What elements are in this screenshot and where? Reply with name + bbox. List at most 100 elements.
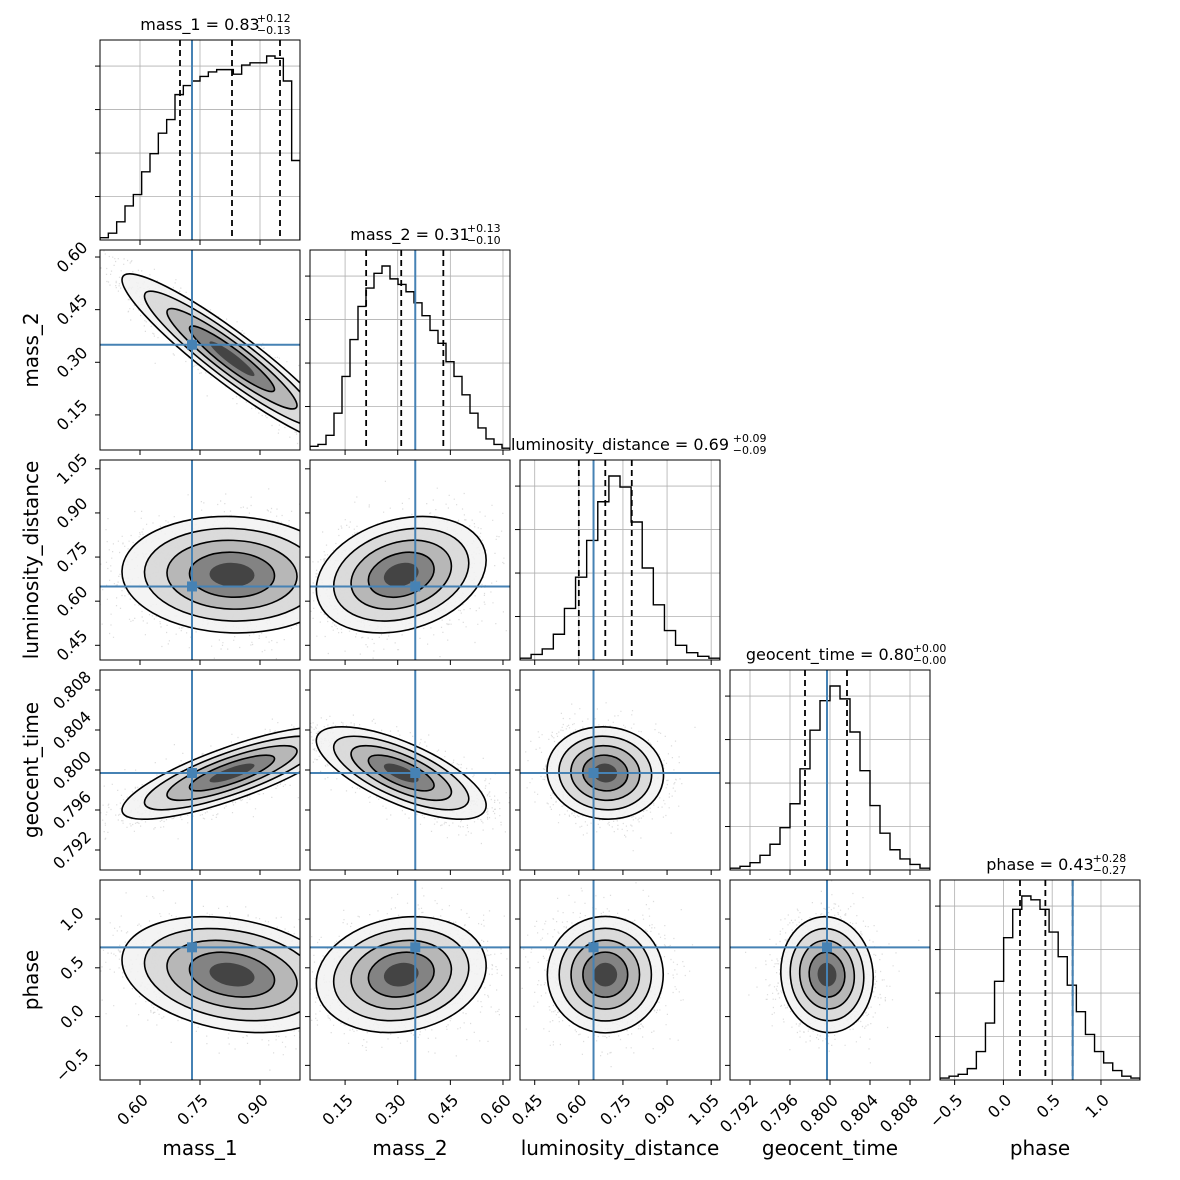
title-minus: −0.00 — [913, 654, 947, 667]
histogram-mass_2 — [310, 265, 510, 450]
contour-line — [166, 744, 298, 802]
truth-marker — [588, 768, 599, 778]
x-tick-label: 0.5 — [1033, 1090, 1064, 1121]
histogram-geocent_time — [730, 685, 930, 870]
panel-title-mass_1: mass_1 = 0.83 — [140, 15, 259, 35]
panel-phase-vs-geocent_time — [730, 880, 930, 1080]
density-level — [383, 962, 419, 987]
panel-phase-vs-mass_1 — [100, 880, 300, 1080]
y-tick-label: 1.0 — [56, 903, 87, 934]
x-tick-label: 0.796 — [756, 1090, 802, 1136]
y-axis-label-phase: phase — [19, 950, 43, 1010]
contour-line — [188, 951, 276, 998]
x-tick-label: 0.75 — [173, 1090, 212, 1129]
contour-line — [582, 951, 629, 998]
contour-line — [121, 273, 300, 445]
contour-line — [367, 951, 435, 998]
truth-marker — [187, 942, 197, 953]
contour-line — [558, 735, 653, 811]
x-tick-label: 0.792 — [716, 1090, 762, 1136]
contour-line — [332, 927, 470, 1022]
panel-geocent_time-vs-mass_1 — [100, 670, 300, 870]
panel-phase-vs-luminosity_distance — [520, 880, 720, 1080]
histogram-phase — [940, 895, 1140, 1080]
x-tick-label: −0.5 — [926, 1090, 967, 1131]
y-tick-label: 0.15 — [53, 396, 92, 435]
contour-line — [789, 927, 865, 1022]
diag-panel-phase: phase = 0.43+0.28−0.27 — [935, 852, 1141, 1081]
panel-mass_2-vs-mass_1 — [100, 250, 300, 450]
truth-marker — [410, 768, 421, 778]
contour-line — [121, 726, 300, 821]
x-tick-label: 1.0 — [1081, 1090, 1112, 1121]
x-tick-label: 0.30 — [371, 1090, 410, 1129]
density-level — [209, 962, 255, 987]
y-tick-label: 0.5 — [56, 952, 87, 983]
diag-panel-geocent_time: geocent_time = 0.80+0.00−0.00 — [725, 642, 947, 871]
truth-marker — [588, 942, 599, 953]
diag-panel-luminosity_distance: luminosity_distance = 0.69 +0.09−0.09 — [511, 432, 767, 661]
title-plus: +0.00 — [913, 642, 947, 655]
contour-line — [315, 515, 487, 634]
contour-line — [798, 939, 856, 1010]
panel-frame — [939, 879, 1141, 1081]
contour-line — [166, 307, 298, 410]
y-tick-label: 0.800 — [49, 747, 95, 793]
x-tick-label: 0.75 — [596, 1090, 635, 1129]
y-tick-label: 0.0 — [56, 1001, 87, 1032]
contour-line — [350, 744, 453, 802]
title-minus: −0.13 — [257, 24, 291, 37]
density-level — [209, 341, 255, 377]
x-tick-label: 0.800 — [796, 1090, 842, 1136]
panel-title-geocent_time: geocent_time = 0.80 — [746, 645, 914, 665]
y-tick-label: 0.60 — [53, 238, 92, 277]
contour-line — [188, 551, 276, 599]
panel-phase-vs-mass_2 — [310, 880, 510, 1080]
panel-title-phase: phase = 0.43 — [986, 855, 1093, 874]
x-axis-label-mass_2: mass_2 — [372, 1136, 447, 1160]
y-tick-label: 0.75 — [53, 538, 92, 577]
density-level — [209, 562, 255, 587]
diag-panel-mass_1: mass_1 = 0.83+0.12−0.13 — [95, 12, 301, 241]
x-tick-label: 0.45 — [424, 1090, 463, 1129]
title-minus: −0.27 — [1093, 864, 1127, 877]
contour-line — [143, 527, 300, 622]
y-tick-label: 0.45 — [53, 626, 92, 665]
x-tick-label: 0.45 — [508, 1090, 547, 1129]
contour-line — [315, 725, 487, 820]
x-tick-label: 0.90 — [233, 1090, 272, 1129]
title-plus: +0.09 — [733, 432, 767, 445]
y-tick-label: 0.45 — [53, 290, 92, 329]
contour-line — [121, 515, 300, 634]
panel-title-mass_2: mass_2 = 0.31 — [350, 225, 469, 245]
contour-line — [581, 754, 629, 792]
truth-marker — [410, 581, 421, 592]
contour-line — [367, 551, 435, 599]
title-plus: +0.28 — [1093, 852, 1127, 865]
contour-line — [143, 927, 300, 1022]
title-plus: +0.12 — [257, 12, 291, 25]
panel-luminosity_distance-vs-mass_1 — [100, 460, 300, 660]
truth-marker — [187, 768, 197, 778]
x-tick-label: 0.808 — [876, 1090, 922, 1136]
y-tick-label: 0.796 — [49, 787, 95, 833]
y-tick-label: 0.792 — [49, 827, 95, 873]
panel-frame — [519, 459, 721, 661]
panel-luminosity_distance-vs-mass_2 — [310, 460, 510, 660]
contour-line — [121, 915, 300, 1034]
panel-frame — [519, 879, 721, 1081]
contour-line — [143, 735, 300, 811]
panel-frame — [309, 879, 511, 1081]
contour-line — [808, 951, 846, 998]
panel-title-luminosity_distance: luminosity_distance = 0.69 — [511, 435, 729, 455]
truth-marker — [187, 581, 197, 592]
y-tick-label: 0.90 — [53, 494, 92, 533]
x-tick-label: 0.60 — [476, 1090, 515, 1129]
truth-marker — [187, 339, 197, 350]
y-tick-label: −0.5 — [52, 1045, 93, 1086]
x-tick-label: 0.0 — [984, 1090, 1015, 1121]
contour-line — [546, 726, 665, 821]
density-level — [383, 562, 419, 587]
x-tick-label: 0.60 — [113, 1090, 152, 1129]
